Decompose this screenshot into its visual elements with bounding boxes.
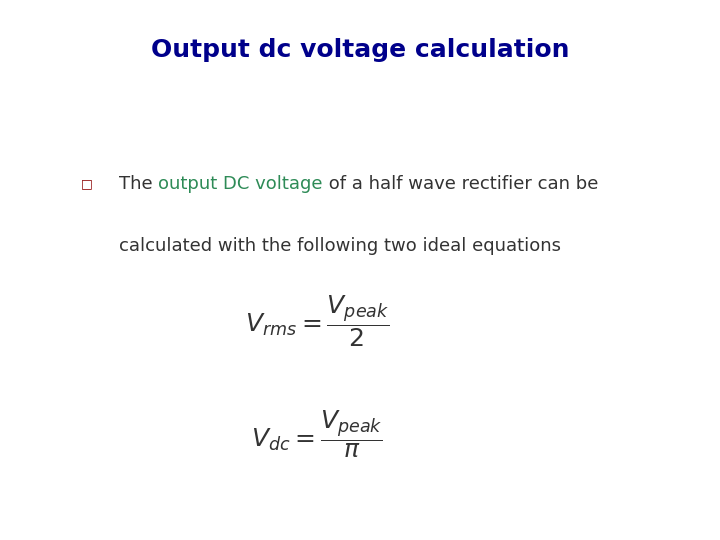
Text: □: □ [81,177,92,190]
Text: $V_{dc} = \dfrac{V_{peak}}{\pi}$: $V_{dc} = \dfrac{V_{peak}}{\pi}$ [251,409,382,461]
Text: calculated with the following two ideal equations: calculated with the following two ideal … [119,237,561,255]
Text: Output dc voltage calculation: Output dc voltage calculation [150,38,570,62]
Text: output DC voltage: output DC voltage [158,174,323,193]
Text: The: The [119,174,158,193]
Text: of a half wave rectifier can be: of a half wave rectifier can be [323,174,598,193]
Text: $V_{rms} = \dfrac{V_{peak}}{2}$: $V_{rms} = \dfrac{V_{peak}}{2}$ [245,294,389,349]
